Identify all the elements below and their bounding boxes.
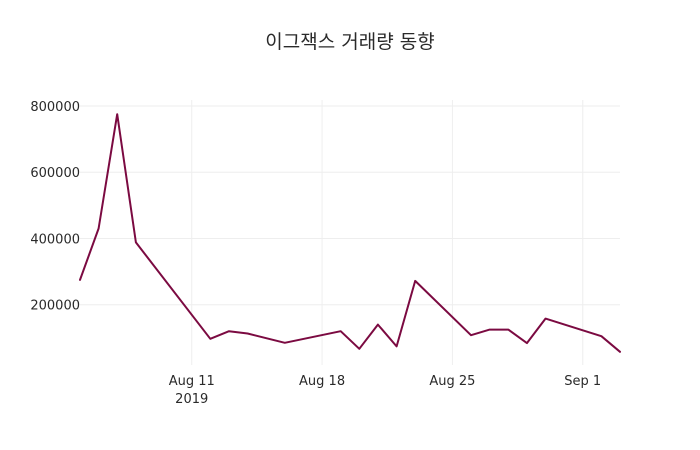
x-tick-label: Aug 11 bbox=[169, 374, 215, 389]
chart-title: 이그잭스 거래량 동향 bbox=[265, 31, 434, 53]
y-tick-label: 600000 bbox=[30, 166, 80, 181]
x-tick-year-label: 2019 bbox=[175, 392, 208, 407]
x-tick-label: Aug 18 bbox=[299, 374, 345, 389]
grid bbox=[80, 100, 620, 365]
volume-series-line bbox=[79, 113, 621, 353]
axes: 200000 400000 600000 800000 Aug 11 2019 Aug 18… bbox=[30, 100, 601, 407]
x-tick-label: Aug 25 bbox=[429, 374, 475, 389]
y-tick-label: 800000 bbox=[30, 100, 80, 115]
y-tick-label: 200000 bbox=[30, 299, 80, 314]
series-layer bbox=[79, 113, 621, 353]
x-tick-label: Sep 1 bbox=[564, 374, 601, 389]
y-tick-label: 400000 bbox=[30, 232, 80, 247]
